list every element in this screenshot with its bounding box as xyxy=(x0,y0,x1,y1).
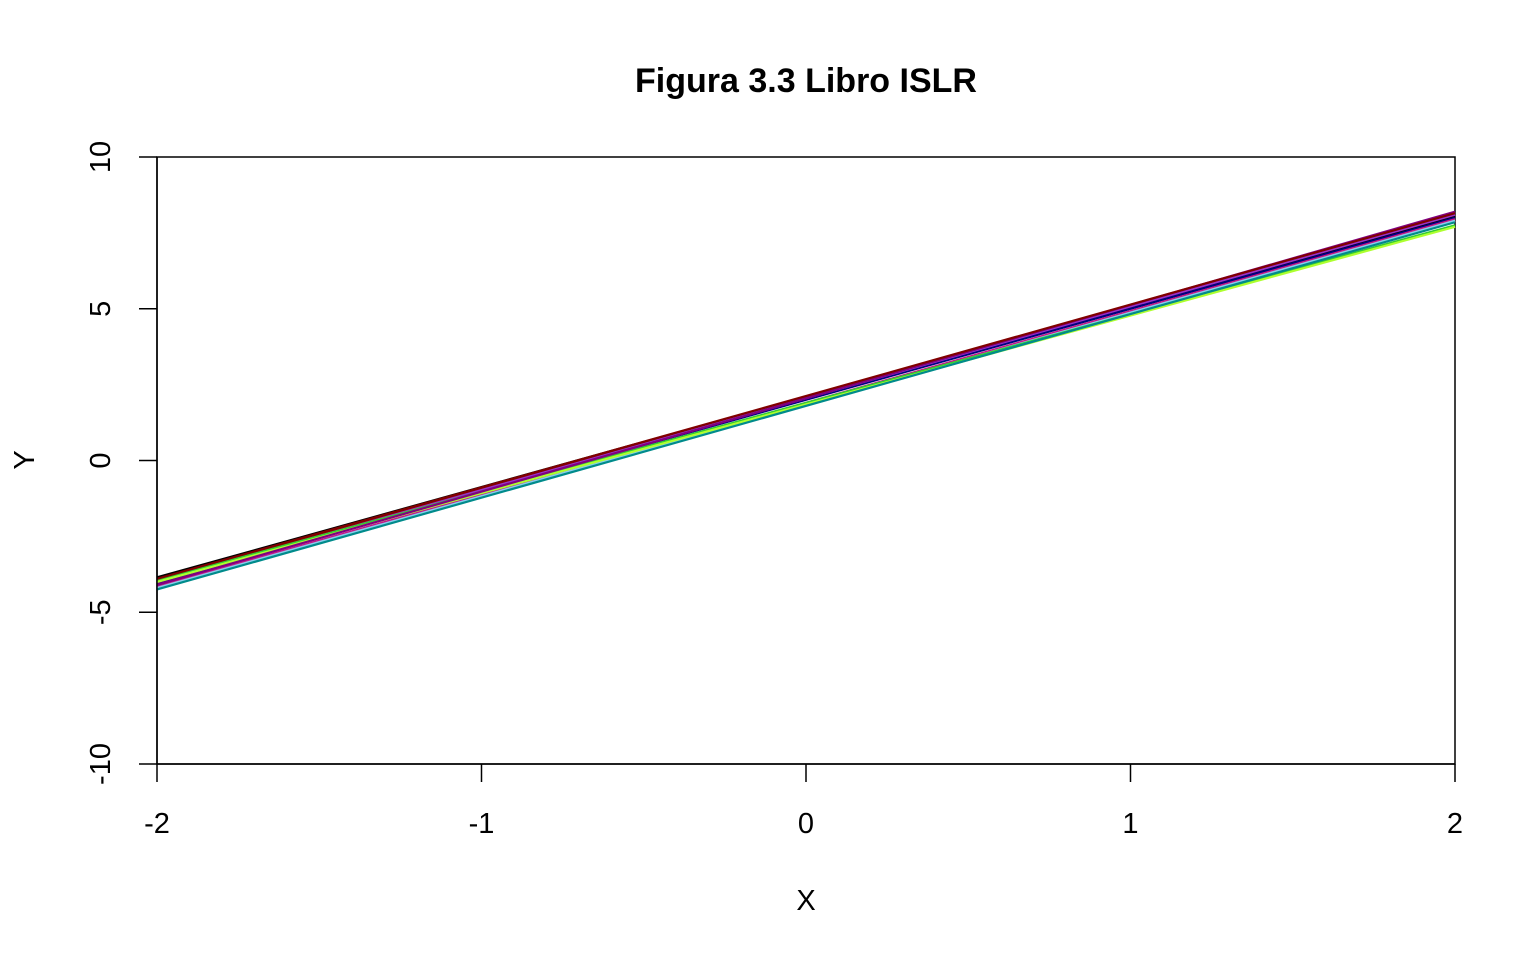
series-line-11 xyxy=(156,221,1456,591)
x-axis-title: X xyxy=(796,885,815,917)
x-tick-label: -2 xyxy=(144,808,170,840)
y-tick-label: 10 xyxy=(85,141,117,173)
y-tick-label: 0 xyxy=(85,452,117,468)
x-axis: -2 -1 0 1 2 xyxy=(144,763,1463,840)
y-tick-label: 5 xyxy=(85,301,117,317)
plot-frame xyxy=(156,156,1456,765)
y-axis-title: Y xyxy=(9,450,41,469)
x-tick-label: 0 xyxy=(798,808,814,840)
chart-title: Figura 3.3 Libro ISLR xyxy=(635,62,977,100)
series-layer xyxy=(156,210,1456,591)
x-tick-label: 2 xyxy=(1447,808,1463,840)
y-tick-label: -5 xyxy=(85,599,117,625)
y-tick-label: -10 xyxy=(85,743,117,785)
x-tick-label: 1 xyxy=(1122,808,1138,840)
series-line-9 xyxy=(156,224,1456,582)
y-axis: -10 -5 0 5 10 xyxy=(85,141,158,785)
x-tick-label: -1 xyxy=(469,808,495,840)
series-line-13 xyxy=(156,212,1456,580)
